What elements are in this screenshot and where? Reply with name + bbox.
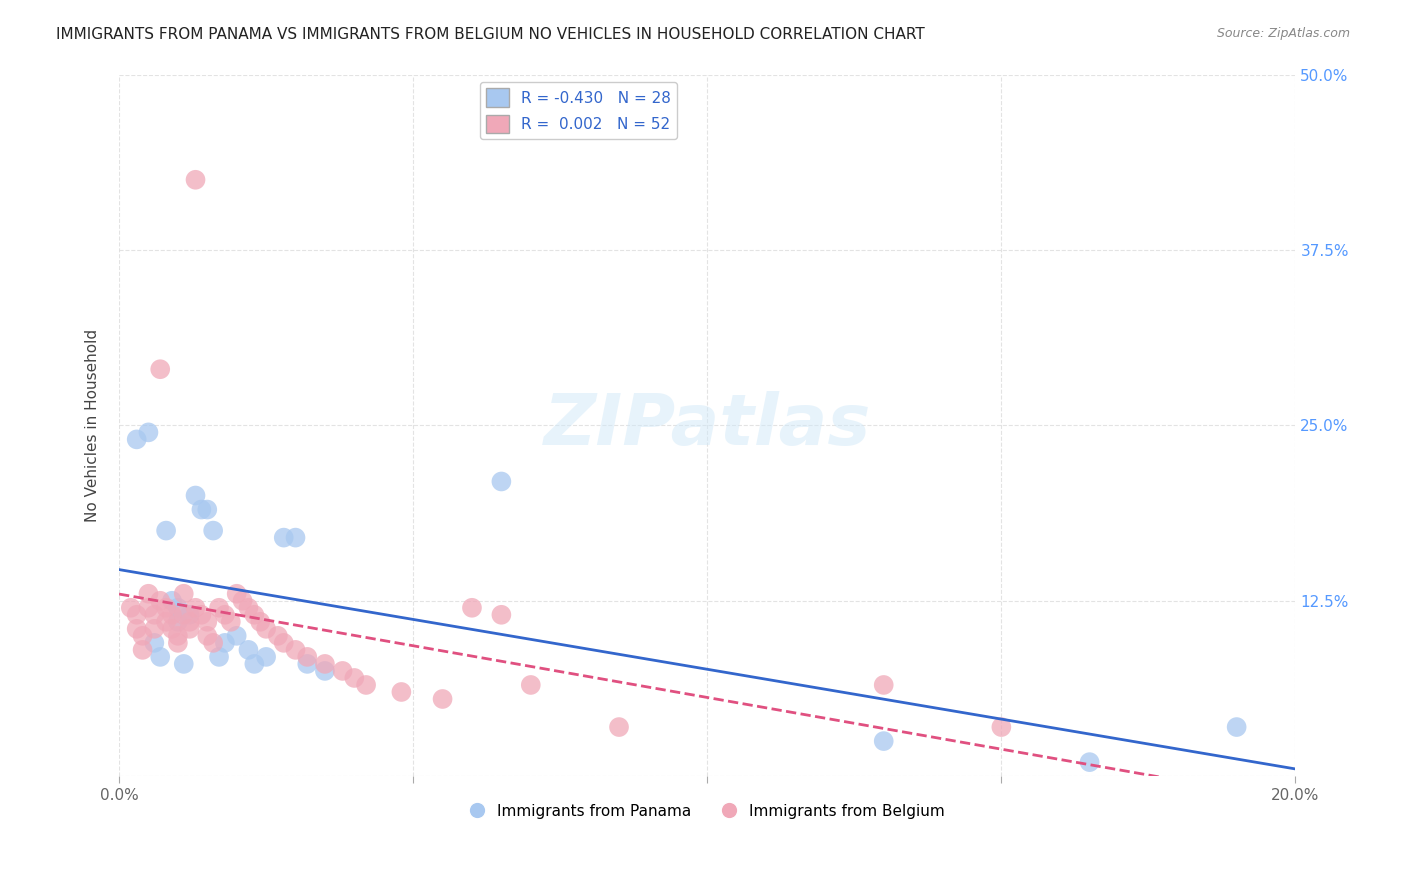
Point <box>354 678 377 692</box>
Point <box>214 607 236 622</box>
Point <box>143 622 166 636</box>
Point <box>284 643 307 657</box>
Point <box>208 649 231 664</box>
Point <box>160 593 183 607</box>
Point <box>461 600 484 615</box>
Point <box>149 593 172 607</box>
Point <box>254 649 277 664</box>
Point <box>254 622 277 636</box>
Point <box>232 593 254 607</box>
Point <box>873 734 896 748</box>
Point <box>138 425 160 440</box>
Point <box>297 649 319 664</box>
Point <box>131 629 153 643</box>
Point <box>155 524 177 538</box>
Legend: Immigrants from Panama, Immigrants from Belgium: Immigrants from Panama, Immigrants from … <box>464 797 950 825</box>
Point <box>1078 755 1101 769</box>
Point <box>267 629 290 643</box>
Point <box>167 600 190 615</box>
Point <box>160 622 183 636</box>
Point <box>214 636 236 650</box>
Point <box>173 587 195 601</box>
Point <box>238 643 260 657</box>
Point <box>143 636 166 650</box>
Point <box>314 657 336 671</box>
Point <box>125 622 148 636</box>
Point <box>208 600 231 615</box>
Text: ZIPatlas: ZIPatlas <box>544 391 870 460</box>
Point <box>173 657 195 671</box>
Point <box>195 629 218 643</box>
Point <box>238 600 260 615</box>
Point <box>219 615 242 629</box>
Point <box>149 362 172 376</box>
Point <box>184 600 207 615</box>
Point <box>179 622 201 636</box>
Point <box>520 678 543 692</box>
Point <box>873 678 896 692</box>
Point <box>297 657 319 671</box>
Point <box>143 607 166 622</box>
Point <box>167 629 190 643</box>
Point <box>125 433 148 447</box>
Point <box>190 502 212 516</box>
Point <box>225 629 247 643</box>
Y-axis label: No Vehicles in Household: No Vehicles in Household <box>86 329 100 522</box>
Text: Source: ZipAtlas.com: Source: ZipAtlas.com <box>1216 27 1350 40</box>
Point <box>190 607 212 622</box>
Point <box>273 636 295 650</box>
Point <box>332 664 354 678</box>
Point <box>273 531 295 545</box>
Point <box>125 607 148 622</box>
Point <box>184 489 207 503</box>
Point <box>284 531 307 545</box>
Point <box>131 643 153 657</box>
Point <box>389 685 412 699</box>
Point <box>138 587 160 601</box>
Point <box>120 600 142 615</box>
Point <box>167 615 190 629</box>
Point <box>243 607 266 622</box>
Point <box>607 720 630 734</box>
Point <box>1226 720 1249 734</box>
Point <box>195 615 218 629</box>
Point <box>179 607 201 622</box>
Point <box>432 692 454 706</box>
Point <box>138 600 160 615</box>
Point <box>243 657 266 671</box>
Point <box>155 615 177 629</box>
Point <box>990 720 1012 734</box>
Point <box>249 615 271 629</box>
Point <box>173 607 195 622</box>
Point <box>184 173 207 187</box>
Point <box>314 664 336 678</box>
Point <box>167 636 190 650</box>
Point <box>149 649 172 664</box>
Point <box>160 607 183 622</box>
Point <box>202 524 225 538</box>
Point <box>343 671 366 685</box>
Point <box>179 615 201 629</box>
Point <box>202 636 225 650</box>
Point <box>491 475 513 489</box>
Text: IMMIGRANTS FROM PANAMA VS IMMIGRANTS FROM BELGIUM NO VEHICLES IN HOUSEHOLD CORRE: IMMIGRANTS FROM PANAMA VS IMMIGRANTS FRO… <box>56 27 925 42</box>
Point <box>491 607 513 622</box>
Point <box>195 502 218 516</box>
Point <box>155 600 177 615</box>
Point <box>225 587 247 601</box>
